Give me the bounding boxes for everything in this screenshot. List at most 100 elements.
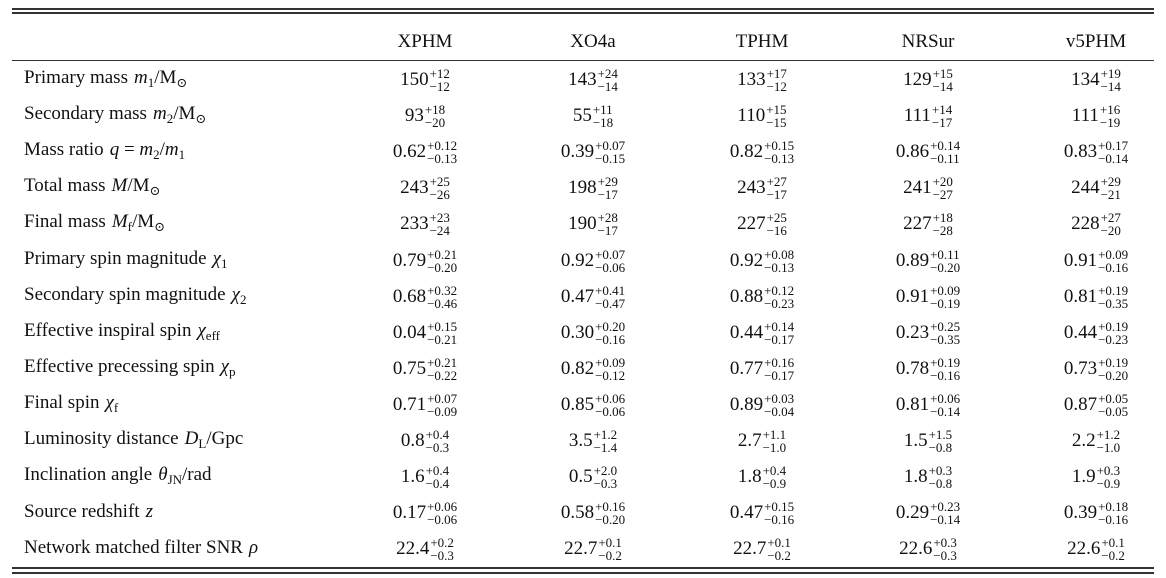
- column-header: XPHM: [397, 31, 453, 52]
- upper-error: +0.16: [595, 499, 626, 515]
- row-label: Secondary spin magnitude χ2: [24, 284, 246, 308]
- uncertainty: +25 −26: [430, 175, 450, 201]
- symbol-part: D: [184, 428, 199, 449]
- symbol-part: /M: [131, 211, 155, 233]
- lower-error: −15: [766, 115, 787, 131]
- upper-error: +27: [766, 174, 787, 190]
- row-label: Final mass Mf/M⊙: [24, 211, 165, 235]
- uncertainty: +0.19 −0.35: [1098, 284, 1128, 310]
- value-cell: 0.5 +2.0 −0.3: [569, 464, 617, 490]
- median: 150: [400, 69, 429, 90]
- lower-error: −0.16: [1098, 259, 1129, 275]
- uncertainty: +1.2 −1.4: [594, 428, 618, 454]
- symbol-part: =: [119, 139, 140, 161]
- median: 134: [1071, 69, 1100, 90]
- median: 111: [1071, 105, 1099, 127]
- median: 93: [404, 105, 424, 127]
- lower-error: −21: [1100, 187, 1121, 203]
- median: 143: [568, 69, 597, 90]
- median: 190: [568, 213, 597, 235]
- parameter-symbol: χ2: [232, 284, 247, 307]
- uncertainty: +0.19 −0.16: [930, 356, 960, 382]
- uncertainty: +0.05 −0.05: [1098, 392, 1128, 418]
- uncertainty: +0.41 −0.47: [595, 284, 625, 310]
- row-label: Primary mass m1/M⊙: [24, 67, 187, 91]
- value-cell: 133 +17 −12: [737, 67, 787, 93]
- uncertainty: +0.1 −0.2: [767, 536, 791, 562]
- median: 227: [737, 213, 766, 235]
- uncertainty: +0.20 −0.16: [595, 320, 625, 346]
- uncertainty: +0.15 −0.13: [764, 139, 794, 165]
- median: 0.58: [560, 502, 595, 524]
- symbol-part: p: [229, 363, 236, 379]
- upper-error: +11: [592, 102, 613, 118]
- upper-error: +2.0: [593, 463, 618, 479]
- lower-error: −18: [592, 115, 614, 131]
- lower-error: −0.23: [764, 295, 795, 311]
- upper-error: +17: [766, 66, 787, 81]
- upper-error: +0.3: [928, 463, 953, 479]
- median: 0.68: [392, 285, 427, 307]
- uncertainty: +0.12 −0.23: [764, 284, 794, 310]
- upper-error: +0.07: [427, 390, 458, 406]
- upper-error: +28: [597, 210, 618, 226]
- symbol-part: ⊙: [154, 219, 166, 235]
- parameter-name: Network matched filter SNR: [24, 537, 243, 559]
- uncertainty: +0.18 −0.16: [1098, 500, 1128, 526]
- lower-error: −17: [931, 115, 953, 131]
- value-cell: 0.79 +0.21 −0.20: [393, 248, 457, 274]
- value-cell: 1.9 +0.3 −0.9: [1072, 464, 1120, 490]
- row-label: Total mass M/M⊙: [24, 175, 160, 199]
- uncertainty: +0.11 −0.20: [930, 248, 960, 274]
- upper-error: +0.4: [425, 463, 450, 479]
- header-rule: [12, 60, 1154, 61]
- median: 0.23: [895, 321, 930, 343]
- median: 55: [572, 105, 592, 127]
- upper-error: +0.05: [1098, 390, 1129, 406]
- uncertainty: +1.2 −1.0: [1097, 428, 1121, 454]
- upper-error: +0.21: [427, 246, 458, 262]
- median: 0.29: [895, 502, 930, 524]
- median: 22.6: [899, 538, 933, 560]
- median: 0.91: [895, 285, 930, 307]
- upper-error: +25: [429, 174, 450, 190]
- upper-error: +12: [429, 66, 450, 81]
- upper-error: +0.03: [764, 390, 795, 406]
- lower-error: −0.46: [427, 295, 458, 311]
- lower-error: −0.12: [595, 367, 626, 383]
- uncertainty: +0.4 −0.4: [426, 464, 450, 490]
- lower-error: −0.14: [930, 403, 961, 419]
- upper-error: +29: [597, 174, 618, 190]
- uncertainty: +0.16 −0.20: [595, 500, 625, 526]
- lower-error: −0.3: [425, 440, 450, 455]
- lower-error: −0.20: [595, 512, 626, 528]
- value-cell: 1.5 +1.5 −0.8: [904, 428, 952, 454]
- symbol-part: z: [145, 501, 153, 523]
- median: 111: [903, 105, 931, 127]
- uncertainty: +0.15 −0.21: [427, 320, 457, 346]
- value-cell: 55 +11 −18: [573, 103, 613, 129]
- upper-error: +0.06: [930, 390, 961, 406]
- median: 0.75: [392, 357, 427, 379]
- symbol-part: ⊙: [176, 75, 188, 90]
- lower-error: −0.20: [427, 259, 458, 275]
- uncertainty: +19 −14: [1101, 67, 1121, 93]
- upper-error: +0.19: [1098, 354, 1129, 370]
- value-cell: 0.82 +0.09 −0.12: [561, 356, 625, 382]
- uncertainty: +0.1 −0.2: [1101, 536, 1125, 562]
- column-header: XO4a: [570, 31, 616, 52]
- lower-error: −0.06: [595, 259, 626, 275]
- upper-error: +0.1: [767, 535, 791, 551]
- median: 0.73: [1063, 357, 1098, 379]
- median: 0.81: [895, 393, 930, 415]
- symbol-part: 2: [239, 291, 247, 307]
- value-cell: 1.8 +0.4 −0.9: [738, 464, 786, 490]
- lower-error: −0.9: [1096, 476, 1121, 492]
- symbol-part: /rad: [182, 464, 212, 486]
- median: 0.5: [568, 466, 593, 488]
- parameter-name: Total mass: [24, 175, 106, 197]
- parameter-symbol: M/M⊙: [112, 175, 161, 198]
- upper-error: +18: [932, 210, 953, 226]
- value-cell: 0.91 +0.09 −0.19: [896, 284, 960, 310]
- median: 241: [903, 177, 932, 199]
